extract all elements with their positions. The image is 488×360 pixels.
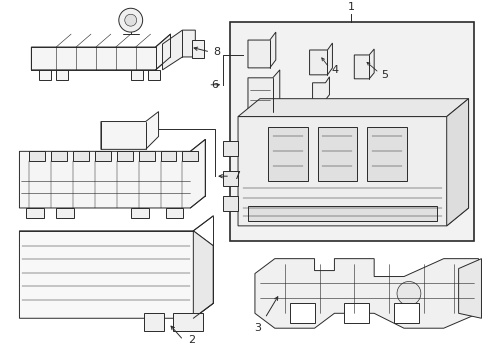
Bar	[39, 70, 51, 80]
Bar	[393, 303, 418, 323]
Bar	[56, 208, 74, 218]
Polygon shape	[193, 231, 213, 318]
Polygon shape	[247, 32, 275, 68]
Bar	[344, 303, 368, 323]
Circle shape	[396, 282, 420, 305]
Text: 6: 6	[211, 80, 218, 90]
Bar	[26, 208, 44, 218]
Text: 5: 5	[380, 70, 387, 80]
Bar	[182, 151, 198, 161]
Bar	[73, 151, 89, 161]
Bar	[130, 208, 148, 218]
Polygon shape	[20, 139, 205, 208]
Bar	[289, 303, 314, 323]
Bar	[223, 196, 238, 211]
Bar	[366, 126, 406, 181]
Polygon shape	[20, 231, 213, 318]
Polygon shape	[31, 34, 170, 70]
Bar	[247, 206, 436, 221]
Polygon shape	[238, 99, 468, 226]
Bar	[223, 171, 238, 186]
Polygon shape	[309, 43, 332, 75]
Text: 3: 3	[254, 323, 261, 333]
Bar	[95, 151, 111, 161]
Polygon shape	[238, 99, 468, 117]
Bar	[29, 151, 45, 161]
Bar	[56, 70, 68, 80]
Polygon shape	[254, 258, 478, 328]
Bar	[165, 208, 183, 218]
Polygon shape	[354, 49, 373, 79]
Bar	[223, 141, 238, 156]
Bar	[139, 151, 154, 161]
Polygon shape	[162, 30, 195, 70]
Circle shape	[119, 8, 142, 32]
Text: 4: 4	[331, 65, 338, 75]
Polygon shape	[446, 99, 468, 226]
Polygon shape	[247, 70, 279, 112]
Bar	[143, 313, 163, 331]
Polygon shape	[458, 258, 481, 318]
Bar	[160, 151, 176, 161]
Text: 2: 2	[188, 335, 195, 345]
Bar	[317, 126, 357, 181]
Bar	[192, 40, 204, 58]
Polygon shape	[312, 77, 329, 100]
Bar	[117, 151, 132, 161]
Text: 8: 8	[213, 47, 220, 57]
Text: 7: 7	[233, 171, 240, 181]
Bar	[130, 70, 142, 80]
Bar	[51, 151, 67, 161]
Bar	[147, 70, 159, 80]
Bar	[267, 126, 307, 181]
Bar	[230, 22, 472, 241]
Text: 1: 1	[347, 2, 354, 12]
Polygon shape	[101, 112, 158, 149]
Bar	[173, 313, 203, 331]
Circle shape	[124, 14, 137, 26]
